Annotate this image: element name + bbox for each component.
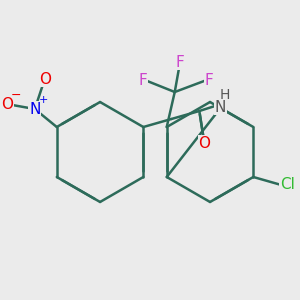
Text: Cl: Cl	[280, 178, 295, 193]
Text: F: F	[176, 55, 184, 70]
Text: N: N	[214, 100, 226, 115]
Text: F: F	[204, 73, 213, 88]
Text: +: +	[39, 95, 49, 105]
Text: N: N	[29, 101, 40, 116]
Text: −: −	[11, 88, 21, 101]
Text: O: O	[198, 136, 210, 151]
Text: O: O	[39, 71, 51, 86]
Text: H: H	[219, 88, 230, 102]
Text: O: O	[1, 97, 13, 112]
Text: F: F	[138, 73, 147, 88]
